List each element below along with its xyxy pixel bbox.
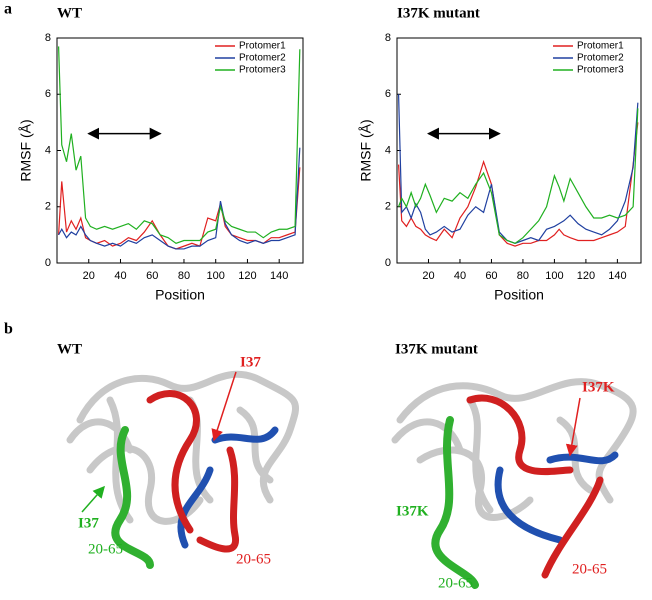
y-tick-label: 8 [45,32,51,44]
y-axis-label: RMSF (Å) [18,119,34,181]
legend-label: Protomer2 [239,53,286,64]
x-tick-label: 60 [146,270,158,282]
y-tick-label: 6 [385,88,391,100]
x-tick-label: 140 [608,270,626,282]
structure-title: I37K mutant [395,341,478,357]
structure-title: WT [57,341,82,357]
legend-label: Protomer1 [577,41,624,52]
y-tick-label: 0 [45,257,51,269]
x-tick-label: 80 [178,270,190,282]
plot-frame [396,37,642,264]
series-line [397,94,639,244]
region-label: 20-65 [236,551,271,567]
plot-frame [56,37,304,264]
mutation-label: I37 [78,515,99,531]
x-tick-label: 20 [422,270,434,282]
y-tick-label: 0 [385,257,391,269]
region-label: 20-65 [438,575,473,591]
mutation-label: I37K [396,503,429,519]
y-tick-label: 2 [45,201,51,213]
panel-label: a [4,1,12,18]
x-tick-label: 120 [238,270,256,282]
series-line [398,108,639,244]
series-line [58,147,301,250]
wt-structure [66,370,300,569]
legend-label: Protomer1 [239,41,286,52]
x-tick-label: 40 [454,270,466,282]
chart-title: WT [57,5,82,21]
y-tick-label: 2 [385,201,391,213]
y-tick-label: 6 [45,88,51,100]
x-tick-label: 60 [485,270,497,282]
x-tick-label: 40 [114,270,126,282]
x-tick-label: 120 [577,270,595,282]
mutation-label: I37 [240,354,261,370]
legend-label: Protomer2 [577,53,624,64]
x-tick-label: 100 [545,270,563,282]
x-tick-label: 140 [270,270,288,282]
chart-title: I37K mutant [397,5,480,21]
region-label: 20-65 [572,561,607,577]
series-line [57,46,301,244]
x-axis-label: Position [155,287,205,303]
mutation-label: I37K [582,379,615,395]
y-tick-label: 8 [385,32,391,44]
legend-label: Protomer3 [239,65,286,76]
panel-label: b [4,321,13,338]
x-tick-label: 100 [207,270,225,282]
y-tick-label: 4 [45,144,51,156]
region-label: 20-65 [88,541,123,557]
series-line [397,122,639,247]
y-tick-label: 4 [385,144,391,156]
mutant-structure [391,378,637,589]
x-axis-label: Position [494,287,544,303]
y-axis-label: RMSF (Å) [358,119,374,181]
x-tick-label: 80 [517,270,529,282]
legend-label: Protomer3 [577,65,624,76]
series-line [57,167,301,250]
x-tick-label: 20 [83,270,95,282]
